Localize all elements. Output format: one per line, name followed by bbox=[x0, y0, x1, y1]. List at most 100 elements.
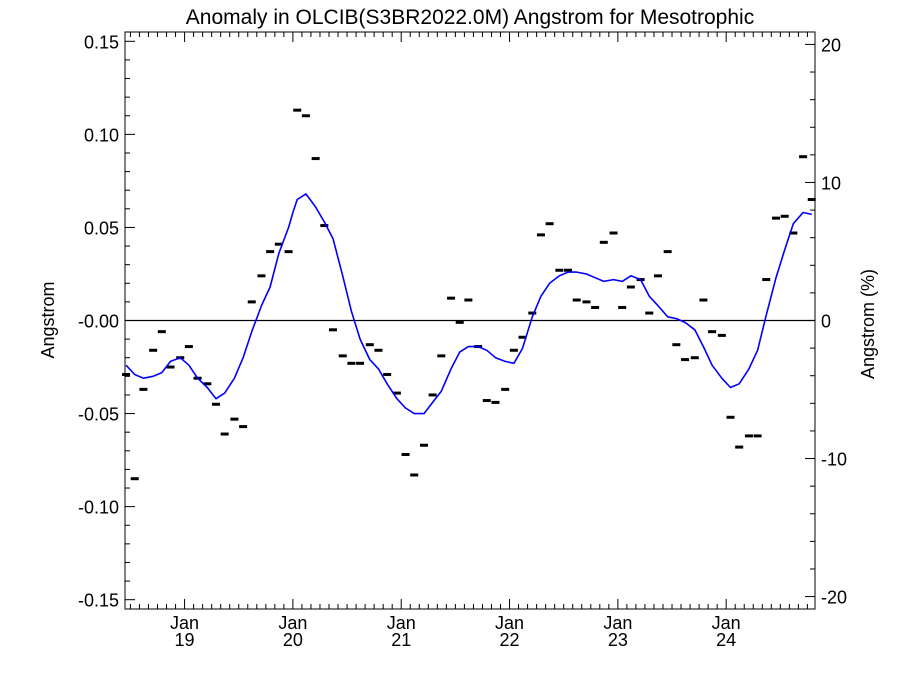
monthly-point bbox=[780, 214, 789, 218]
monthly-point bbox=[618, 305, 627, 309]
monthly-point bbox=[555, 268, 564, 272]
x-tick-label-year: 24 bbox=[716, 630, 736, 650]
y2-tick-label: 10 bbox=[821, 173, 841, 193]
monthly-point bbox=[284, 250, 293, 254]
y-tick-label: 0.15 bbox=[84, 32, 119, 52]
chart-title: Anomaly in OLCIB(S3BR2022.0M) Angstrom f… bbox=[186, 6, 754, 29]
monthly-point bbox=[166, 365, 175, 369]
monthly-point bbox=[184, 345, 193, 349]
monthly-point bbox=[203, 382, 212, 386]
monthly-point bbox=[220, 432, 229, 436]
monthly-point bbox=[301, 114, 310, 118]
monthly-point bbox=[157, 330, 166, 334]
monthly-point bbox=[266, 250, 275, 254]
monthly-point bbox=[419, 443, 428, 447]
monthly-point bbox=[211, 402, 220, 406]
monthly-point bbox=[410, 473, 419, 477]
monthly-point bbox=[663, 250, 672, 254]
monthly-point bbox=[645, 311, 654, 315]
monthly-point bbox=[681, 358, 690, 362]
plot-area bbox=[122, 108, 816, 481]
x-tick-label-month: Jan bbox=[603, 613, 632, 633]
monthly-point bbox=[735, 445, 744, 449]
monthly-point bbox=[122, 372, 131, 376]
monthly-point bbox=[807, 198, 816, 202]
monthly-point bbox=[491, 400, 500, 404]
monthly-point bbox=[383, 372, 392, 376]
monthly-point bbox=[338, 354, 347, 358]
monthly-point bbox=[464, 298, 473, 302]
monthly-point bbox=[247, 300, 256, 304]
monthly-point bbox=[149, 348, 158, 352]
x-tick-label-year: 21 bbox=[391, 630, 411, 650]
monthly-point bbox=[401, 453, 410, 457]
monthly-point bbox=[789, 231, 798, 235]
x-tick-label-year: 20 bbox=[283, 630, 303, 650]
monthly-point bbox=[545, 222, 554, 226]
y2-axis-label: Angstrom (%) bbox=[858, 269, 878, 379]
monthly-point bbox=[717, 333, 726, 337]
monthly-point bbox=[726, 415, 735, 419]
y-tick-label: 0.10 bbox=[84, 125, 119, 145]
monthly-point bbox=[356, 361, 365, 365]
monthly-point bbox=[239, 425, 248, 429]
monthly-point bbox=[762, 278, 771, 282]
monthly-point bbox=[518, 335, 527, 339]
x-tick-label-month: Jan bbox=[712, 613, 741, 633]
y2-tick-label: 0 bbox=[821, 312, 831, 332]
y-tick-label: -0.10 bbox=[78, 498, 119, 518]
monthly-point bbox=[365, 343, 374, 347]
y2-axis: 20 10 0 -10 -20 bbox=[805, 35, 847, 608]
monthly-point bbox=[653, 274, 662, 278]
y2-tick-label: 20 bbox=[821, 35, 841, 55]
monthly-point bbox=[772, 216, 781, 220]
y-tick-label: -0.00 bbox=[78, 312, 119, 332]
monthly-point bbox=[392, 391, 401, 395]
monthly-point bbox=[274, 242, 283, 246]
monthly-point bbox=[753, 434, 762, 438]
y-tick-label: -0.05 bbox=[78, 405, 119, 425]
monthly-point bbox=[591, 305, 600, 309]
monthly-point bbox=[699, 298, 708, 302]
y-tick-label: -0.15 bbox=[78, 591, 119, 611]
monthly-point bbox=[311, 157, 320, 161]
monthly-point bbox=[320, 224, 329, 228]
x-tick-label-month: Jan bbox=[387, 613, 416, 633]
monthly-point bbox=[257, 274, 266, 278]
y2-tick-label: -10 bbox=[821, 450, 847, 470]
smoothed-line bbox=[125, 193, 812, 415]
monthly-point bbox=[328, 328, 337, 332]
y-axis: 0.15 0.10 0.05 -0.00 -0.05 -0.10 -0.15 bbox=[78, 32, 135, 611]
x-tick-label-year: 23 bbox=[608, 630, 628, 650]
monthly-point bbox=[599, 240, 608, 244]
y-tick-label: 0.05 bbox=[84, 218, 119, 238]
monthly-point bbox=[564, 268, 573, 272]
monthly-point bbox=[672, 343, 681, 347]
monthly-point bbox=[582, 300, 591, 304]
monthly-point bbox=[572, 298, 581, 302]
monthly-point bbox=[482, 399, 491, 403]
monthly-point bbox=[347, 361, 356, 365]
monthly-point bbox=[528, 311, 537, 315]
monthly-point bbox=[690, 356, 699, 360]
monthly-point bbox=[626, 285, 635, 289]
monthly-point bbox=[455, 320, 464, 324]
x-tick-label-year: 22 bbox=[500, 630, 520, 650]
monthly-point bbox=[501, 387, 510, 391]
monthly-point bbox=[374, 348, 383, 352]
x-tick-label-month: Jan bbox=[170, 613, 199, 633]
monthly-point bbox=[428, 393, 437, 397]
monthly-point bbox=[536, 233, 545, 237]
monthly-point bbox=[509, 348, 518, 352]
y2-tick-label: -20 bbox=[821, 588, 847, 608]
monthly-point bbox=[293, 108, 302, 112]
x-tick-label-month: Jan bbox=[278, 613, 307, 633]
y-axis-label: Angstrom bbox=[38, 281, 58, 358]
monthly-point bbox=[139, 387, 148, 391]
monthly-point bbox=[230, 417, 239, 421]
x-tick-label-month: Jan bbox=[495, 613, 524, 633]
monthly-point bbox=[799, 155, 808, 159]
monthly-point bbox=[708, 330, 717, 334]
